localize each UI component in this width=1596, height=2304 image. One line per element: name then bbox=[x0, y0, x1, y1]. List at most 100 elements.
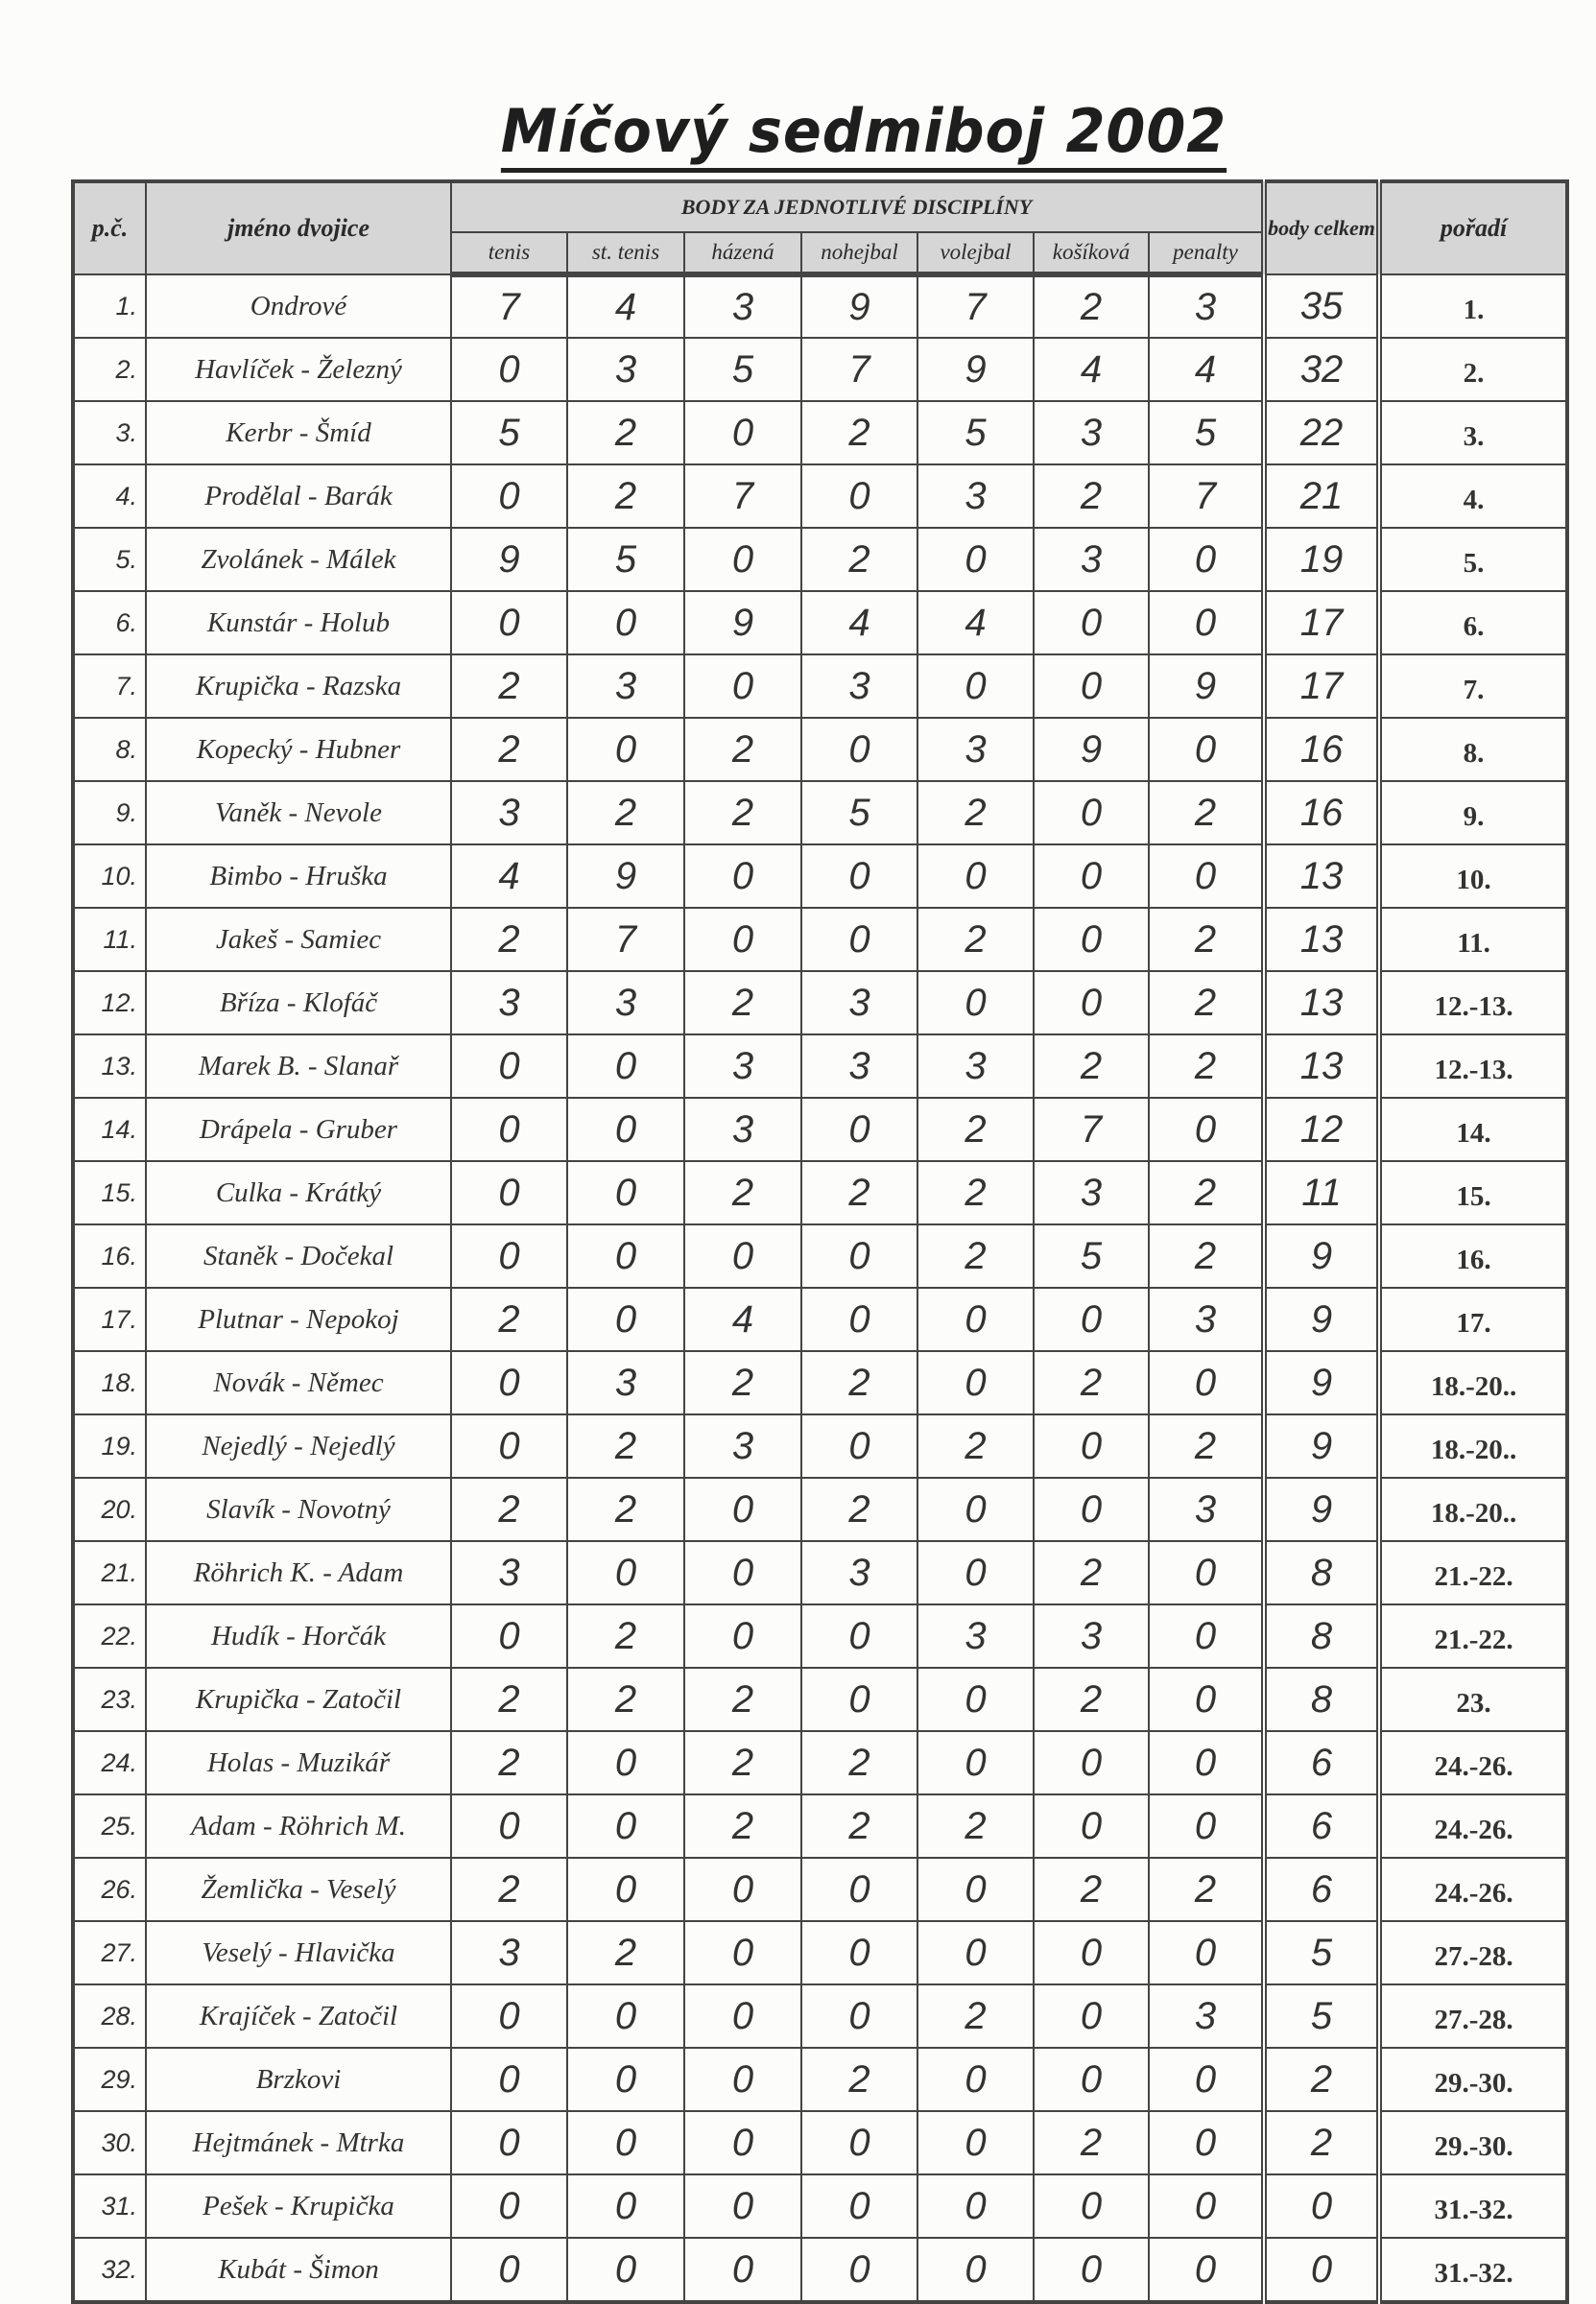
score-cell: 2 bbox=[1147, 1857, 1266, 1922]
score-cell: 2 bbox=[566, 1603, 685, 1669]
score-cell: 2 bbox=[1033, 2110, 1150, 2175]
score-cell: 0 bbox=[1033, 2047, 1150, 2112]
score-cell: 0 bbox=[917, 1350, 1035, 1415]
score-cell: 7 bbox=[683, 463, 802, 529]
total-points: 8 bbox=[1261, 1603, 1381, 1669]
row-number: 9. bbox=[72, 780, 147, 845]
score-cell: 7 bbox=[1033, 1097, 1150, 1162]
score-cell: 2 bbox=[683, 717, 802, 782]
score-cell: 3 bbox=[450, 970, 568, 1035]
score-cell: 3 bbox=[450, 1540, 568, 1605]
score-cell: 3 bbox=[683, 1033, 802, 1099]
score-cell: 0 bbox=[683, 1603, 802, 1669]
score-cell: 0 bbox=[917, 2110, 1035, 2175]
pair-name: Hejtmánek - Mtrka bbox=[145, 2110, 452, 2175]
score-cell: 3 bbox=[917, 463, 1035, 529]
rank: 4. bbox=[1376, 463, 1569, 529]
score-cell: 5 bbox=[800, 780, 918, 845]
total-points: 35 bbox=[1261, 273, 1381, 339]
score-cell: 0 bbox=[1147, 1730, 1266, 1795]
score-cell: 0 bbox=[450, 2047, 568, 2112]
score-cell: 0 bbox=[1033, 1983, 1150, 2049]
row-number: 13. bbox=[72, 1033, 147, 1099]
pair-name: Kubát - Šimon bbox=[145, 2237, 452, 2303]
score-cell: 0 bbox=[1033, 970, 1150, 1035]
pair-name: Brzkovi bbox=[145, 2047, 452, 2112]
score-cell: 9 bbox=[683, 590, 802, 655]
score-cell: 3 bbox=[1033, 1160, 1150, 1225]
row-number: 6. bbox=[72, 590, 147, 655]
score-cell: 0 bbox=[450, 1983, 568, 2049]
score-cell: 0 bbox=[1033, 2173, 1150, 2239]
score-cell: 2 bbox=[917, 1793, 1035, 1859]
score-cell: 2 bbox=[566, 1667, 685, 1732]
row-number: 22. bbox=[72, 1603, 147, 1669]
score-cell: 0 bbox=[1147, 1667, 1266, 1732]
score-cell: 0 bbox=[450, 1097, 568, 1162]
rank: 29.-30. bbox=[1376, 2110, 1569, 2175]
score-cell: 0 bbox=[566, 2173, 685, 2239]
score-cell: 2 bbox=[1033, 1033, 1150, 1099]
score-cell: 0 bbox=[683, 2110, 802, 2175]
score-cell: 3 bbox=[566, 1350, 685, 1415]
score-cell: 2 bbox=[1147, 1160, 1266, 1225]
score-cell: 3 bbox=[1147, 273, 1266, 339]
table-row: 10. Bimbo - Hruška 4 9 0 0 0 0 0 13 10. bbox=[72, 843, 1569, 909]
pair-name: Plutnar - Nepokoj bbox=[145, 1287, 452, 1352]
score-cell: 3 bbox=[917, 1603, 1035, 1669]
rank: 16. bbox=[1376, 1223, 1569, 1289]
score-cell: 0 bbox=[683, 2173, 802, 2239]
score-cell: 0 bbox=[1147, 1350, 1266, 1415]
table-row: 6. Kunstár - Holub 0 0 9 4 4 0 0 17 6. bbox=[72, 590, 1569, 655]
score-cell: 0 bbox=[917, 653, 1035, 719]
score-cell: 0 bbox=[917, 1730, 1035, 1795]
pair-name: Zvolánek - Málek bbox=[145, 527, 452, 592]
rank: 5. bbox=[1376, 527, 1569, 592]
total-points: 32 bbox=[1261, 337, 1381, 402]
total-points: 9 bbox=[1261, 1477, 1381, 1542]
table-row: 13. Marek B. - Slanař 0 0 3 3 3 2 2 13 12.-13. bbox=[72, 1033, 1569, 1099]
score-cell: 0 bbox=[917, 843, 1035, 909]
score-cell: 2 bbox=[1147, 1033, 1266, 1099]
pair-name: Bimbo - Hruška bbox=[145, 843, 452, 909]
rank: 2. bbox=[1376, 337, 1569, 402]
total-points: 0 bbox=[1261, 2173, 1381, 2239]
score-cell: 0 bbox=[566, 1540, 685, 1605]
score-cell: 0 bbox=[450, 2173, 568, 2239]
score-cell: 0 bbox=[800, 1920, 918, 1985]
total-points: 2 bbox=[1261, 2110, 1381, 2175]
total-points: 11 bbox=[1261, 1160, 1381, 1225]
score-cell: 0 bbox=[800, 1857, 918, 1922]
score-cell: 2 bbox=[683, 970, 802, 1035]
score-cell: 2 bbox=[566, 463, 685, 529]
row-number: 16. bbox=[72, 1223, 147, 1289]
row-number: 28. bbox=[72, 1983, 147, 2049]
score-cell: 2 bbox=[566, 400, 685, 465]
score-cell: 3 bbox=[800, 1540, 918, 1605]
score-cell: 2 bbox=[800, 527, 918, 592]
row-number: 18. bbox=[72, 1350, 147, 1415]
score-cell: 9 bbox=[800, 273, 918, 339]
score-cell: 0 bbox=[566, 2237, 685, 2303]
total-points: 16 bbox=[1261, 717, 1381, 782]
score-cell: 0 bbox=[566, 1033, 685, 1099]
score-cell: 0 bbox=[566, 1287, 685, 1352]
rank: 12.-13. bbox=[1376, 970, 1569, 1035]
score-cell: 2 bbox=[1033, 273, 1150, 339]
score-cell: 0 bbox=[450, 1223, 568, 1289]
row-number: 26. bbox=[72, 1857, 147, 1922]
score-cell: 0 bbox=[917, 2047, 1035, 2112]
score-cell: 0 bbox=[1147, 1920, 1266, 1985]
rank: 6. bbox=[1376, 590, 1569, 655]
score-cell: 9 bbox=[1147, 653, 1266, 719]
score-cell: 0 bbox=[566, 717, 685, 782]
score-cell: 7 bbox=[566, 907, 685, 972]
pair-name: Prodělal - Barák bbox=[145, 463, 452, 529]
score-cell: 0 bbox=[1147, 843, 1266, 909]
header-disciplines-group: BODY ZA JEDNOTLIVÉ DISCIPLÍNY bbox=[449, 180, 1266, 233]
table-row: 1. Ondrové 7 4 3 9 7 2 3 35 1. bbox=[72, 273, 1569, 339]
rank: 10. bbox=[1376, 843, 1569, 909]
pair-name: Kerbr - Šmíd bbox=[145, 400, 452, 465]
total-points: 6 bbox=[1261, 1730, 1381, 1795]
pair-name: Röhrich K. - Adam bbox=[145, 1540, 452, 1605]
